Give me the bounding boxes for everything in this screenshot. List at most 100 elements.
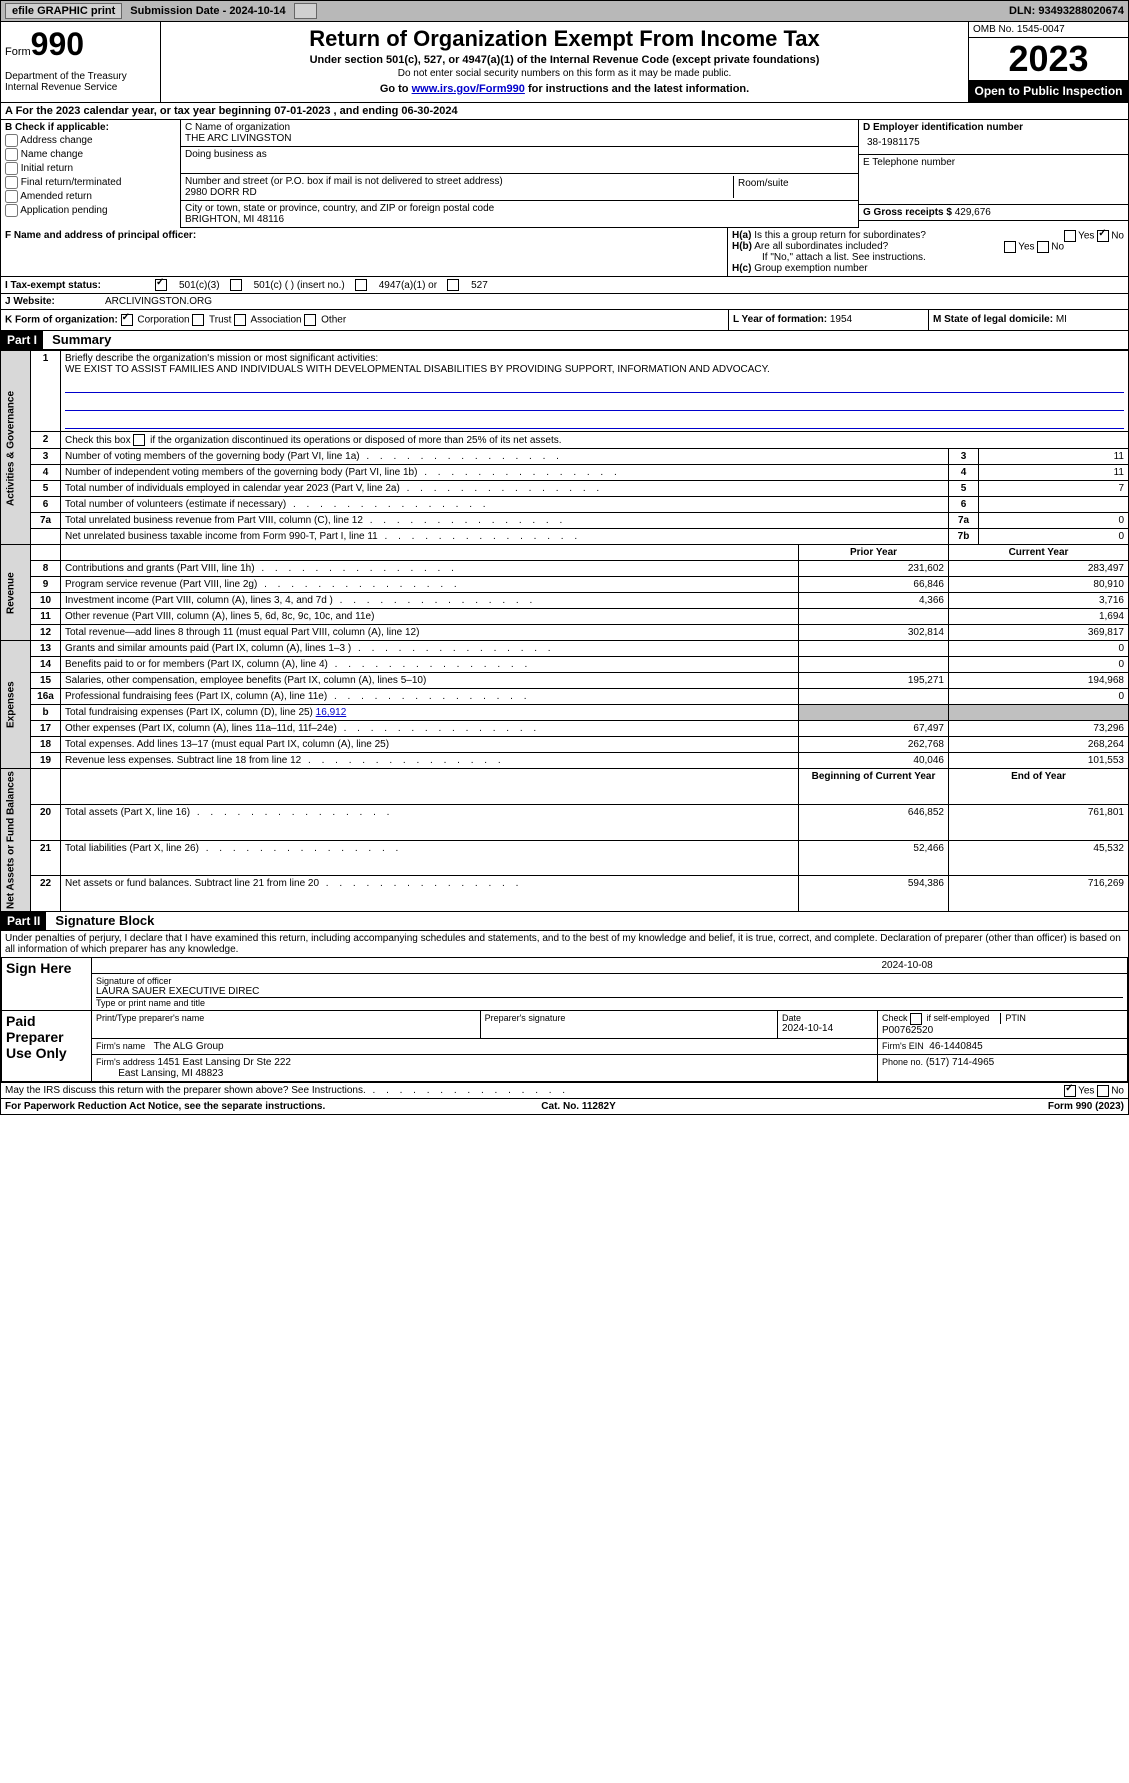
- c17: 73,296: [949, 721, 1129, 737]
- form-org-label: K Form of organization:: [5, 315, 118, 326]
- may-yes[interactable]: [1064, 1085, 1076, 1097]
- cb-501c3[interactable]: [155, 279, 167, 291]
- cb-l2[interactable]: [133, 434, 145, 446]
- cb-name-label: Name change: [21, 149, 83, 160]
- l19: Revenue less expenses. Subtract line 18 …: [61, 753, 799, 769]
- taxexempt-label: I Tax-exempt status:: [5, 280, 145, 291]
- cb-initial-label: Initial return: [21, 163, 73, 174]
- form-subtitle: Under section 501(c), 527, or 4947(a)(1)…: [165, 54, 964, 66]
- department: Department of the Treasury Internal Reve…: [5, 63, 156, 93]
- domicile-label: M State of legal domicile:: [933, 314, 1053, 325]
- efile-btn[interactable]: efile GRAPHIC print: [5, 3, 122, 19]
- c14: 0: [949, 657, 1129, 673]
- cb-application[interactable]: Application pending: [5, 204, 176, 217]
- cb-corp[interactable]: [121, 314, 133, 326]
- p20: 646,852: [799, 804, 949, 840]
- summary-table: Activities & Governance 1 Briefly descri…: [0, 350, 1129, 912]
- paperwork-notice: For Paperwork Reduction Act Notice, see …: [5, 1101, 325, 1112]
- side-revenue: Revenue: [1, 545, 31, 641]
- prior-hdr: Prior Year: [799, 545, 949, 561]
- top-bar: efile GRAPHIC print Submission Date - 20…: [0, 0, 1129, 22]
- firm-ein-label: Firm's EIN: [882, 1041, 924, 1051]
- sig-date2: 2024-10-14: [782, 1023, 873, 1034]
- cb-trust[interactable]: [192, 314, 204, 326]
- l5: Total number of individuals employed in …: [61, 481, 949, 497]
- current-hdr: Current Year: [949, 545, 1129, 561]
- hb-no[interactable]: [1037, 241, 1049, 253]
- prep-name-label: Print/Type preparer's name: [96, 1013, 476, 1023]
- p15: 195,271: [799, 673, 949, 689]
- city-label: City or town, state or province, country…: [185, 203, 854, 214]
- p17: 67,497: [799, 721, 949, 737]
- gross-receipts: 429,676: [955, 207, 991, 218]
- firm-phone: (517) 714-4965: [926, 1057, 994, 1068]
- c20: 761,801: [949, 804, 1129, 840]
- cb-final[interactable]: Final return/terminated: [5, 176, 176, 189]
- street: 2980 DORR RD: [185, 187, 733, 198]
- signature-section: Under penalties of perjury, I declare th…: [0, 931, 1129, 1099]
- no-label: No: [1111, 231, 1124, 242]
- cb-selfemp[interactable]: [910, 1013, 922, 1025]
- goto-prefix: Go to: [380, 83, 412, 95]
- form-header: Form990 Department of the Treasury Inter…: [0, 22, 1129, 103]
- may-no[interactable]: [1097, 1085, 1109, 1097]
- domicile: MI: [1056, 314, 1067, 325]
- c9: 80,910: [949, 577, 1129, 593]
- ha-no[interactable]: [1097, 230, 1109, 242]
- l12: Total revenue—add lines 8 through 11 (mu…: [61, 625, 799, 641]
- irs-link[interactable]: www.irs.gov/Form990: [412, 83, 525, 95]
- l1-text: WE EXIST TO ASSIST FAMILIES AND INDIVIDU…: [65, 364, 770, 375]
- hb-yes[interactable]: [1004, 241, 1016, 253]
- yes-label: Yes: [1078, 231, 1094, 242]
- cb-name[interactable]: Name change: [5, 148, 176, 161]
- goto-suffix: for instructions and the latest informat…: [525, 83, 749, 95]
- website-value: ARCLIVINGSTON.ORG: [101, 294, 216, 309]
- cat-no: Cat. No. 11282Y: [541, 1101, 615, 1112]
- l20: Total assets (Part X, line 16): [61, 804, 799, 840]
- sign-here: Sign Here: [2, 958, 92, 1011]
- public-inspection: Open to Public Inspection: [969, 80, 1128, 102]
- cb-assoc[interactable]: [234, 314, 246, 326]
- c19: 101,553: [949, 753, 1129, 769]
- l17: Other expenses (Part IX, column (A), lin…: [61, 721, 799, 737]
- ha-yes[interactable]: [1064, 230, 1076, 242]
- firm-ein: 46-1440845: [929, 1041, 982, 1052]
- part2-title: Signature Block: [49, 911, 160, 930]
- p12: 302,814: [799, 625, 949, 641]
- blank-btn[interactable]: [294, 3, 317, 19]
- ptin: P00762520: [882, 1025, 933, 1036]
- cb-527[interactable]: [447, 279, 459, 291]
- cb-other[interactable]: [304, 314, 316, 326]
- l22: Net assets or fund balances. Subtract li…: [61, 876, 799, 912]
- part1-header: Part I Summary: [0, 331, 1129, 350]
- side-expenses: Expenses: [1, 641, 31, 769]
- cb-initial[interactable]: Initial return: [5, 162, 176, 175]
- street-label: Number and street (or P.O. box if mail i…: [185, 176, 733, 187]
- year-formation-label: L Year of formation:: [733, 314, 827, 325]
- c13: 0: [949, 641, 1129, 657]
- l13: Grants and similar amounts paid (Part IX…: [61, 641, 799, 657]
- c10: 3,716: [949, 593, 1129, 609]
- c12: 369,817: [949, 625, 1129, 641]
- cb-4947[interactable]: [355, 279, 367, 291]
- firm-addr2: East Lansing, MI 48823: [118, 1068, 223, 1079]
- v5: 7: [979, 481, 1129, 497]
- c18: 268,264: [949, 737, 1129, 753]
- cb-amended-label: Amended return: [20, 191, 92, 202]
- firm-name: The ALG Group: [154, 1041, 224, 1052]
- l16b-val[interactable]: 16,912: [316, 707, 347, 718]
- prep-sig-label: Preparer's signature: [485, 1013, 773, 1023]
- form-prefix: Form: [5, 46, 31, 58]
- l6: Total number of volunteers (estimate if …: [61, 497, 949, 513]
- l18: Total expenses. Add lines 13–17 (must eq…: [61, 737, 799, 753]
- officer-label: F Name and address of principal officer:: [5, 230, 196, 241]
- sig-date1: 2024-10-08: [878, 958, 1128, 974]
- cb-address[interactable]: Address change: [5, 134, 176, 147]
- sig-officer-label: Signature of officer: [96, 976, 1123, 986]
- cb-amended[interactable]: Amended return: [5, 190, 176, 203]
- l4: Number of independent voting members of …: [61, 465, 949, 481]
- cb-501c[interactable]: [230, 279, 242, 291]
- l10: Investment income (Part VIII, column (A)…: [61, 593, 799, 609]
- v7b: 0: [979, 529, 1129, 545]
- v3: 11: [979, 449, 1129, 465]
